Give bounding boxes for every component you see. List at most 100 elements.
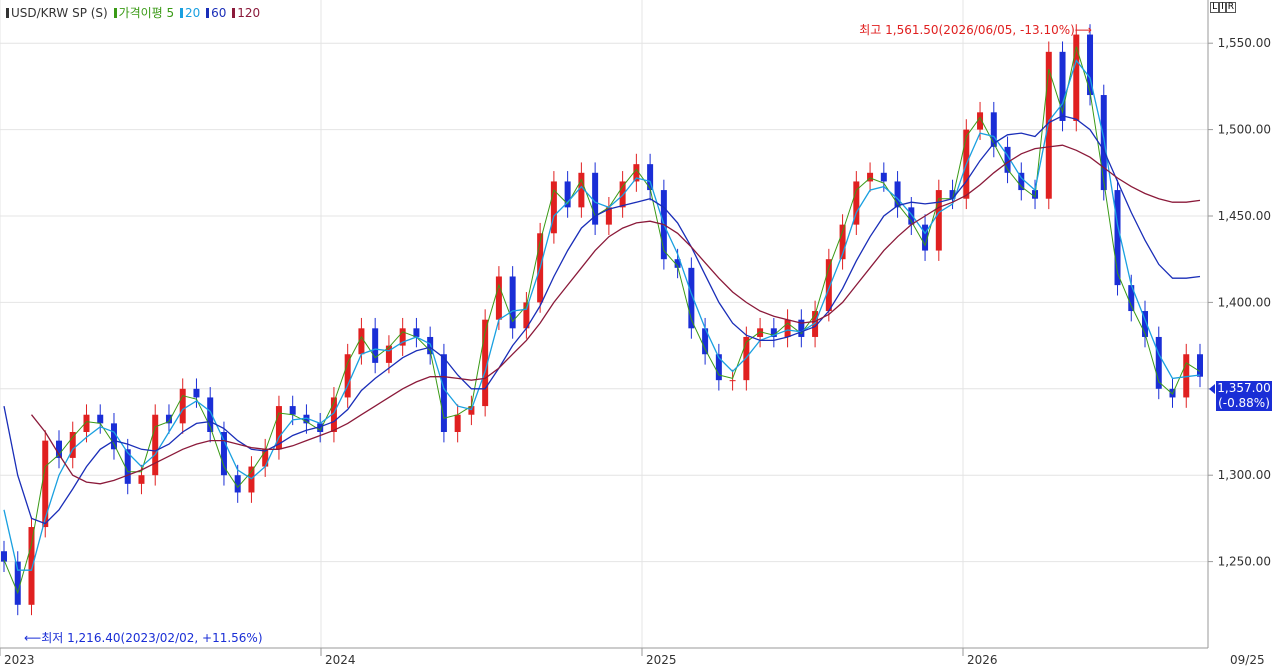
- candle-body: [55, 440, 62, 458]
- candle-body: [1114, 190, 1121, 286]
- ma-line-20: [3, 59, 1201, 571]
- candle-body: [358, 328, 365, 355]
- candle-body: [1, 551, 7, 562]
- candle-body: [770, 328, 777, 337]
- ma60-swatch-icon: [206, 8, 210, 18]
- candle-body: [647, 164, 654, 191]
- candle-body: [317, 423, 324, 432]
- candle-body: [1004, 146, 1011, 173]
- candle-body: [523, 302, 530, 329]
- candle-body: [894, 181, 901, 208]
- candle-body: [674, 259, 681, 268]
- candle-body: [138, 475, 145, 484]
- candle-body: [702, 328, 709, 355]
- candle-body: [413, 328, 420, 337]
- candle-body: [908, 207, 915, 225]
- candle-body: [193, 388, 200, 398]
- last-price-value: 1,357.00: [1217, 381, 1271, 395]
- candle-body: [165, 414, 172, 424]
- candle-body: [715, 354, 722, 381]
- y-tick-label: 1,300.00: [1218, 468, 1271, 482]
- last-price-change: (-0.88%): [1218, 396, 1270, 410]
- scale-button-r[interactable]: R: [1225, 2, 1236, 13]
- moving-average-lines: [3, 46, 1201, 595]
- candle-body: [28, 527, 35, 605]
- scale-button-i[interactable]: I: [1219, 2, 1226, 13]
- ma120-swatch-icon: [232, 8, 236, 18]
- candle-body: [688, 267, 695, 329]
- candle-body: [880, 172, 887, 182]
- candle-body: [853, 181, 860, 225]
- legend-ma60[interactable]: 60: [211, 6, 227, 20]
- chart-legend: USD/KRW SP (S) 가격이평 5 20 60 120: [6, 4, 262, 21]
- candle-body: [867, 172, 874, 182]
- candle-body: [207, 397, 214, 432]
- symbol-swatch-icon: [6, 8, 9, 18]
- candle-body: [578, 172, 585, 208]
- candle-body: [784, 319, 791, 337]
- candle-body: [990, 112, 997, 147]
- last-price-marker-icon: [1209, 384, 1215, 394]
- candle-body: [592, 172, 599, 225]
- candle-body: [1018, 172, 1025, 191]
- candle-body: [83, 414, 90, 432]
- high-annotation: 최고 1,561.50(2026/06/05, -13.10%)⟶: [859, 23, 1092, 37]
- candle-body: [729, 380, 736, 382]
- candle-body: [812, 311, 819, 337]
- candle-body: [798, 319, 805, 337]
- candle-body: [69, 432, 76, 458]
- candle-body: [275, 406, 282, 450]
- candle-body: [977, 112, 984, 130]
- ma20-swatch-icon: [180, 8, 184, 18]
- candle-body: [262, 449, 269, 467]
- candle-body: [399, 328, 406, 346]
- candle-body: [110, 423, 117, 450]
- scale-button-l[interactable]: L: [1210, 2, 1220, 13]
- ma-line-60: [3, 115, 1201, 525]
- candle-body: [124, 449, 131, 484]
- candle-body: [1100, 95, 1107, 191]
- low-annotation: ⟵최저 1,216.40(2023/02/02, +11.56%): [24, 631, 263, 645]
- candle-body: [509, 276, 516, 329]
- candle-body: [330, 397, 337, 432]
- candle-body: [1155, 336, 1162, 389]
- y-tick-label: 1,250.00: [1218, 555, 1271, 569]
- grid-lines: [0, 0, 1208, 648]
- candle-body: [1183, 354, 1190, 398]
- x-tick-label: 2025: [646, 653, 677, 667]
- legend-ma120[interactable]: 120: [237, 6, 261, 20]
- legend-symbol: USD/KRW SP (S): [11, 6, 108, 20]
- legend-ma5[interactable]: 가격이평 5: [118, 6, 175, 20]
- x-tick-label: 09/25: [1230, 653, 1265, 667]
- candle-body: [1128, 285, 1135, 312]
- y-tick-label: 1,550.00: [1218, 36, 1271, 50]
- y-tick-label: 1,400.00: [1218, 295, 1271, 309]
- x-tick-label: 2026: [967, 653, 998, 667]
- candle-body: [248, 466, 255, 493]
- y-tick-labels: 1,250.00 1,300.00 1,400.00 1,450.00 1,500.00…: [1208, 36, 1271, 569]
- candle-body: [97, 414, 104, 424]
- candle-body: [482, 319, 489, 407]
- candle-body: [757, 328, 764, 337]
- candle-body: [825, 259, 832, 312]
- candle-body: [234, 475, 241, 493]
- y-tick-label: 1,500.00: [1218, 123, 1271, 137]
- candle-body: [454, 414, 461, 432]
- candle-body: [1197, 354, 1203, 377]
- candle-body: [289, 406, 296, 415]
- candle-body: [935, 190, 942, 251]
- candle-body: [179, 388, 186, 424]
- candle-body: [1045, 51, 1052, 199]
- candle-body: [605, 207, 612, 225]
- legend-ma20[interactable]: 20: [185, 6, 201, 20]
- candle-body: [14, 561, 21, 605]
- ma-line-120: [30, 144, 1201, 485]
- candle-body: [1087, 34, 1094, 96]
- candle-body: [42, 440, 49, 528]
- candle-body: [550, 181, 557, 234]
- candle-body: [372, 328, 379, 363]
- candle-body: [440, 354, 447, 432]
